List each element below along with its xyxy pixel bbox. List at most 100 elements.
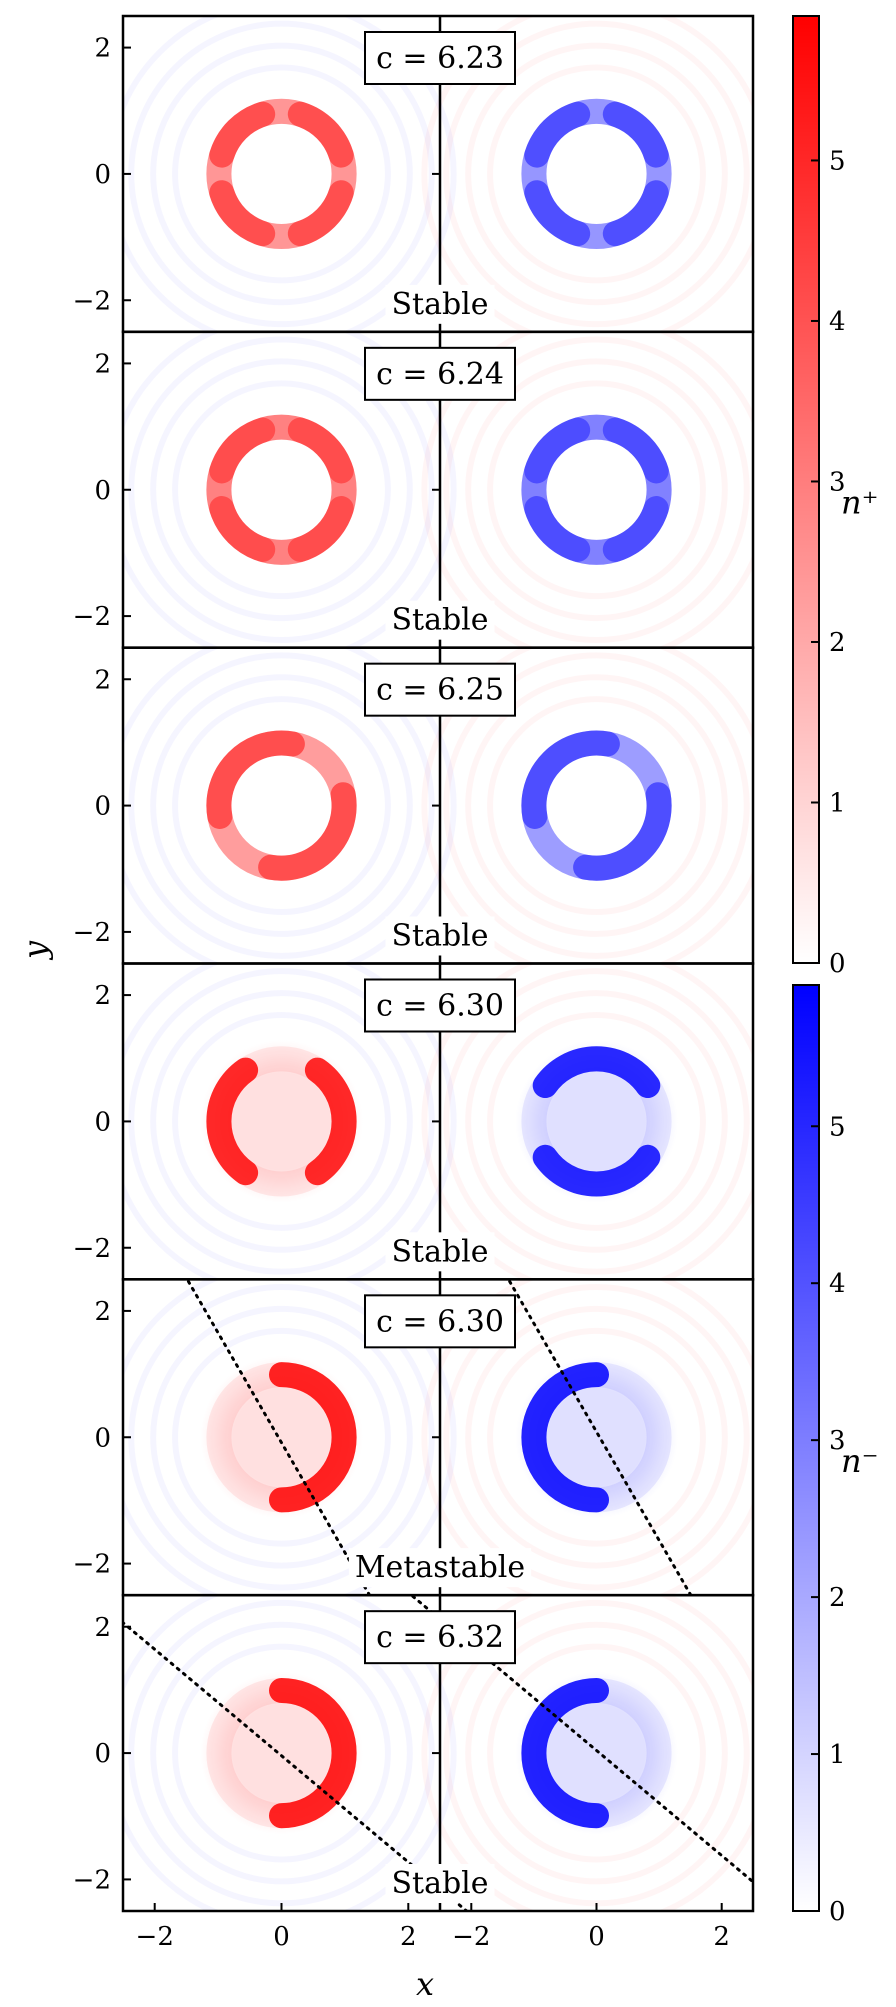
y-tick-label: 2 (94, 1297, 111, 1327)
density-lobe (602, 417, 669, 484)
interference-ring (172, 1011, 391, 1231)
interference-ring (443, 652, 750, 959)
density-lobe (287, 417, 354, 484)
interference-ring (150, 674, 413, 937)
y-axis-title: y (16, 940, 54, 961)
density-lobe (524, 101, 591, 168)
density-lobe (287, 101, 354, 168)
interference-ring (128, 336, 435, 643)
panel-status-text: Stable (391, 603, 488, 638)
colorbars-group: 0 1 2 3 4 5 n⁺ 0 1 2 3 4 5 n⁻ (792, 15, 879, 1927)
interference-ring (123, 1279, 457, 1596)
interference-ring (150, 1621, 413, 1885)
panel-label-text: c = 6.23 (376, 41, 504, 76)
density-lobe (209, 417, 276, 484)
interference-ring (128, 20, 435, 328)
colorbar-tick-label: 3 (829, 1426, 846, 1456)
n-plus-density (123, 963, 457, 1280)
interference-ring (465, 674, 728, 937)
panel-content (123, 647, 753, 964)
y-tick-label: −2 (73, 918, 111, 948)
y-tick-label: −2 (73, 1550, 111, 1580)
density-lobe (209, 496, 276, 562)
density-lobe (524, 496, 591, 562)
x-tick-label: 0 (588, 1922, 605, 1952)
density-lobe (304, 1057, 357, 1186)
x-tick-label: 0 (273, 1922, 290, 1952)
colorbar-tick-label: 5 (829, 146, 846, 176)
interference-ring (443, 1284, 750, 1591)
colorbar-tick-label: 5 (829, 1112, 846, 1142)
density-lobe (206, 730, 305, 829)
interference-ring (465, 990, 728, 1253)
panel-label-box (364, 662, 516, 717)
panel-status-text: Metastable (355, 1550, 525, 1585)
density-lobe (602, 101, 669, 168)
density-ring (206, 98, 357, 250)
y-tick-label: −2 (73, 602, 111, 632)
density-lobe (206, 1057, 259, 1186)
n-minus-density (421, 963, 753, 1280)
colorbar-2: 0 1 2 3 4 5 n⁻ (792, 984, 879, 1927)
y-tick-label: 0 (94, 476, 111, 506)
panels-group: −2 0 2 c = 6.23 Stable −2 0 2 c = 6.24 Stable −2 0 2… (73, 14, 755, 1952)
colorbar-tick-label: 1 (829, 788, 846, 818)
panel-content (123, 1279, 753, 1596)
y-tick-label: 2 (94, 665, 111, 695)
panel-content (123, 1595, 753, 1911)
density-lobe (521, 1362, 610, 1513)
interference-ring (123, 16, 457, 332)
interference-ring (172, 1643, 391, 1863)
panel-2: −2 0 2 c = 6.24 Stable (73, 330, 755, 649)
colorbar-1: 0 1 2 3 4 5 n⁺ (792, 15, 879, 979)
y-tick-label: 0 (94, 160, 111, 190)
y-tick-label: −2 (73, 286, 111, 316)
colorbar-tick-label: 3 (829, 467, 846, 497)
density-lobe (209, 101, 276, 168)
panel-1: −2 0 2 c = 6.23 Stable (73, 14, 755, 334)
density-lobe (287, 180, 354, 247)
interference-ring (421, 1595, 753, 1911)
colorbar-tick-label: 4 (829, 307, 846, 337)
panel-status-bg (385, 600, 495, 640)
density-lobe (258, 782, 357, 881)
panel-status-bg (385, 916, 495, 956)
interference-ring (487, 696, 706, 916)
panel-label-text: c = 6.30 (376, 1304, 504, 1339)
colorbar-frame (792, 984, 820, 1912)
interference-ring (123, 331, 457, 648)
interference-ring (421, 16, 753, 332)
interference-ring (172, 64, 391, 284)
colorbar-tick-label: 1 (829, 1740, 846, 1770)
panel-label-box (364, 1294, 516, 1349)
x-axis-title: x (416, 1965, 434, 2003)
interference-ring (150, 42, 413, 306)
panel-status-bg (385, 1232, 495, 1272)
density-ring (521, 98, 672, 250)
interference-ring (443, 20, 750, 328)
interference-ring (487, 1011, 706, 1231)
panel-content (123, 963, 753, 1280)
n-minus-density (421, 331, 753, 648)
density-ring (521, 414, 672, 565)
density-lobe (209, 180, 276, 247)
panel-3: −2 0 2 c = 6.25 Stable (73, 646, 755, 965)
y-tick-label: −2 (73, 1865, 111, 1895)
y-tick-label: 0 (94, 1739, 111, 1769)
panel-status-bg (348, 1548, 532, 1588)
n-minus-density (421, 16, 753, 332)
colorbar-tick-label: 2 (829, 628, 846, 658)
interference-ring (150, 358, 413, 622)
x-tick-label: −2 (452, 1922, 490, 1952)
interference-ring (172, 380, 391, 600)
density-lobe (524, 417, 591, 484)
panel-5: −2 0 2 c = 6.30 Metastable (73, 1278, 755, 1597)
n-minus-density (421, 647, 753, 964)
interference-ring (465, 42, 728, 306)
panel-label-text: c = 6.25 (376, 673, 504, 708)
colorbar-frame (792, 15, 820, 964)
interference-ring (487, 1327, 706, 1547)
panel-status-text: Stable (391, 287, 488, 322)
interference-ring (487, 1643, 706, 1863)
panel-content (123, 16, 753, 332)
